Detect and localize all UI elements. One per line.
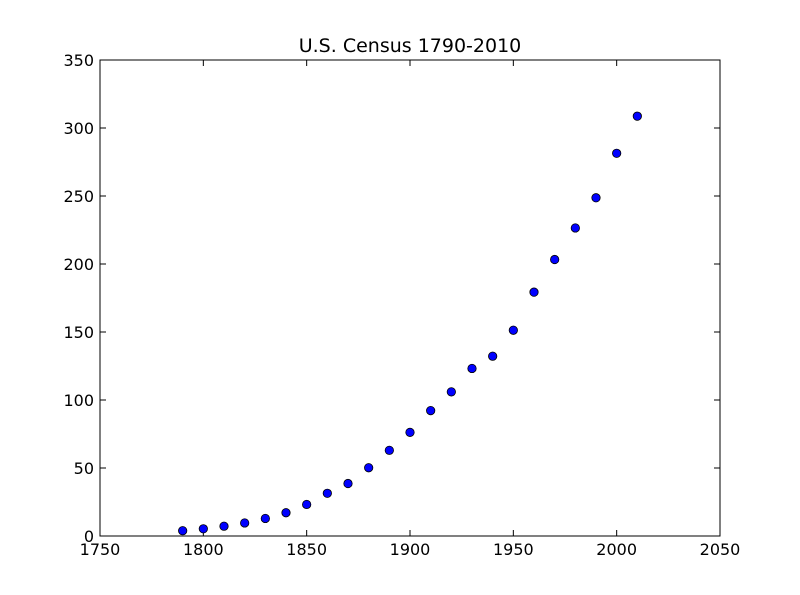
y-tick-label: 100	[63, 391, 94, 410]
y-tick-label: 150	[63, 323, 94, 342]
data-point	[570, 223, 580, 233]
data-point	[240, 518, 250, 528]
x-tick-label: 1750	[80, 540, 121, 559]
axis-ticks: 1750 1800 1850 1900 1950 2000 2050 0 50 100 150 200…	[63, 51, 740, 559]
data-point	[550, 254, 560, 265]
data-point	[426, 406, 436, 416]
data-point	[198, 524, 208, 534]
y-tick-label: 300	[63, 119, 94, 138]
x-tick-label: 2000	[596, 540, 637, 559]
data-point	[343, 478, 353, 489]
y-tick-label: 350	[63, 51, 94, 70]
data-point	[281, 508, 291, 518]
x-tick-label: 1950	[493, 540, 534, 559]
y-tick-label: 200	[63, 255, 94, 274]
y-tick-label: 250	[63, 187, 94, 206]
data-point	[405, 427, 415, 437]
data-point	[178, 526, 188, 536]
plot-frame	[99, 59, 721, 537]
x-tick-label: 1850	[286, 540, 327, 559]
data-point	[446, 387, 456, 397]
data-point	[508, 325, 518, 335]
data-point	[364, 463, 374, 473]
y-tick-label: 0	[84, 527, 94, 546]
data-point	[488, 351, 498, 361]
data-point	[529, 287, 539, 297]
data-point	[260, 513, 270, 524]
y-tick-label: 50	[74, 459, 94, 478]
data-point	[322, 488, 332, 498]
x-tick-label: 1800	[183, 540, 224, 559]
data-point	[384, 445, 394, 455]
chart-title: U.S. Census 1790-2010	[299, 35, 522, 57]
data-point	[467, 363, 477, 374]
data-point	[219, 521, 229, 531]
data-point	[612, 148, 622, 158]
data-points	[178, 111, 642, 536]
data-point	[632, 111, 642, 121]
data-point	[302, 499, 312, 510]
x-tick-label: 2050	[700, 540, 741, 559]
x-tick-label: 1900	[390, 540, 431, 559]
data-point	[591, 193, 601, 203]
